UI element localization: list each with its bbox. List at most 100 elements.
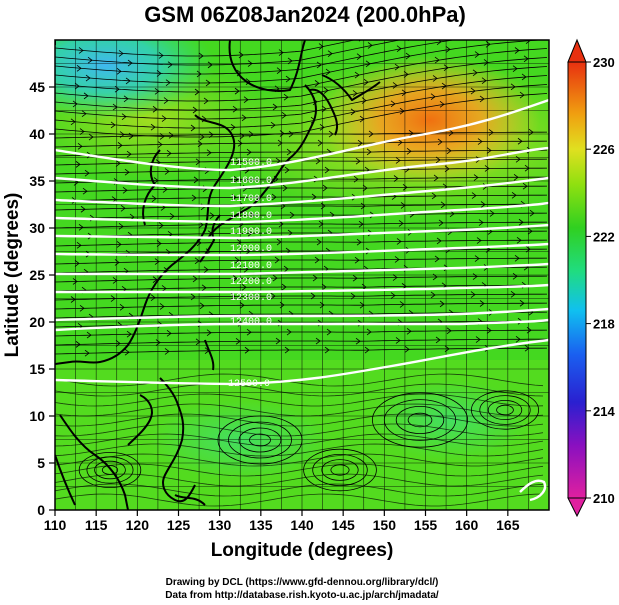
wind-arrow [478, 219, 484, 226]
streamline [55, 329, 548, 337]
wind-arrow [121, 113, 127, 120]
wind-arrow [234, 87, 240, 95]
wind-arrow [437, 138, 443, 146]
wind-arrow [444, 165, 450, 173]
wind-arrow [398, 220, 404, 227]
wind-arrow [288, 130, 294, 138]
wind-arrow [235, 158, 241, 165]
wind-arrow [156, 70, 162, 77]
wind-arrow [436, 237, 442, 245]
height-contours [55, 98, 549, 502]
y-tick-label: 25 [29, 267, 45, 283]
plot-area [55, 40, 549, 510]
wind-arrow [206, 149, 212, 157]
x-tick-label: 135 [249, 517, 273, 533]
wind-arrow [80, 205, 86, 213]
colorbar: 230 226 222 218 214 210 [567, 38, 615, 518]
wind-arrow [327, 50, 333, 57]
wind-arrow [196, 70, 202, 78]
wind-arrow [528, 128, 534, 136]
wind-arrow [245, 78, 251, 85]
wind-arrow [110, 295, 116, 302]
wind-arrow [319, 301, 325, 309]
wind-arrow [510, 83, 516, 91]
wind-arrow [278, 49, 284, 56]
wind-arrow [158, 52, 164, 59]
wind-arrow [125, 77, 131, 85]
contour-12100 [55, 262, 549, 276]
wind-arrow [190, 293, 196, 301]
wind-arrow [352, 90, 358, 97]
wind-arrow [436, 40, 442, 46]
contour-label-12000: 12000.0 [230, 244, 272, 255]
wind-arrow [79, 304, 85, 312]
wind-arrow [126, 330, 132, 338]
wind-arrow [523, 55, 529, 63]
wind-arrow [489, 210, 495, 217]
wind-arrow [275, 157, 281, 165]
wind-arrow [474, 51, 480, 58]
streamline [55, 257, 548, 265]
wind-arrow [230, 293, 236, 300]
wind-arrow [245, 247, 251, 255]
wind-arrow [519, 299, 525, 307]
swirl-streamline [383, 399, 457, 441]
wind-arrow [435, 336, 441, 344]
wind-arrow [72, 278, 78, 285]
wind-arrow [239, 301, 245, 309]
streamline [55, 239, 548, 247]
streamline [55, 275, 548, 283]
streamline [55, 248, 548, 256]
wind-arrow [123, 95, 129, 103]
wind-arrow [112, 277, 118, 284]
wind-arrow [475, 336, 481, 343]
swirl-streamline [94, 460, 126, 480]
wind-arrow [165, 79, 171, 86]
wind-arrow [394, 63, 400, 71]
wind-arrow [277, 139, 283, 147]
wind-arrow [126, 150, 132, 158]
swirl-streamline [479, 395, 531, 425]
wind-arrow [166, 150, 172, 157]
contour-12400 [55, 318, 549, 332]
wind-arrow [287, 57, 293, 65]
wind-arrow [400, 202, 406, 209]
wind-arrow [404, 346, 410, 353]
wind-arrow [238, 51, 244, 59]
wind-arrow [249, 211, 255, 219]
wind-arrow [439, 101, 445, 108]
wind-arrow [486, 327, 492, 334]
contour-label-12100: 12100.0 [230, 261, 272, 272]
streamline [55, 221, 548, 229]
wind-arrow [289, 211, 295, 219]
wind-arrow [356, 53, 362, 60]
wind-arrow [283, 93, 289, 101]
wind-arrow [512, 272, 518, 280]
wind-arrow [87, 56, 93, 64]
wind-arrow [485, 40, 491, 48]
wind-arrow [361, 97, 367, 104]
wind-arrow [198, 52, 204, 60]
wind-arrow [368, 130, 374, 138]
wind-arrow [435, 156, 441, 164]
wind-arrow [522, 182, 528, 190]
wind-arrow [449, 210, 455, 218]
wind-arrow [444, 345, 450, 353]
wind-arrow [518, 218, 524, 226]
wind-arrow [392, 274, 398, 281]
wind-arrow [153, 177, 159, 184]
wind-arrow [353, 175, 359, 183]
streamline [55, 167, 548, 175]
wind-arrow [434, 56, 440, 64]
streamline [55, 230, 548, 238]
wind-arrow [232, 105, 238, 113]
wind-arrow [246, 148, 252, 156]
wind-arrow [233, 176, 239, 183]
wind-arrow [278, 220, 284, 228]
streamline [55, 40, 546, 84]
wind-arrow [76, 64, 82, 72]
streamline [55, 203, 548, 211]
streamline [55, 40, 456, 75]
wind-arrow [118, 50, 124, 57]
wind-arrow [352, 274, 358, 282]
